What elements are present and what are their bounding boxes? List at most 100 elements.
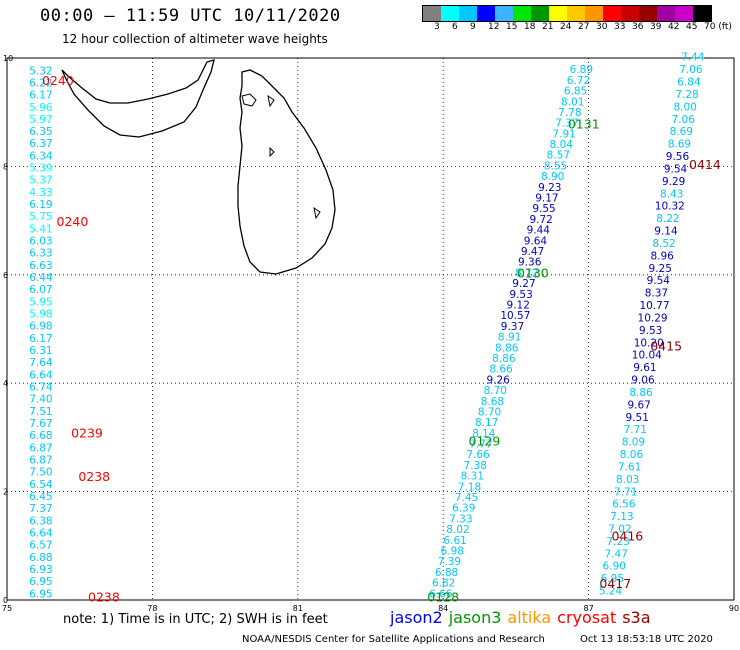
scale-swatch [675,6,693,21]
wave-height-value: 8.86 [492,353,516,365]
pass-time-label: 0238 [88,590,120,605]
pass-time-label: 0416 [611,528,643,543]
wave-height-value: 6.74 [29,382,53,394]
wave-height-value: 7.45 [455,492,478,504]
pass-time-label: 0131 [568,116,600,131]
wave-height-value: 6.17 [29,90,52,102]
wave-height-value: 6.90 [603,561,626,573]
wave-height-value: 10.29 [638,312,668,324]
legend-entry-jason3: jason3 [448,608,502,627]
wave-height-value: 6.19 [29,199,52,211]
wave-height-value: 6.95 [601,573,624,585]
wave-height-value: 7.50 [29,467,52,479]
wave-height-value: 5.98 [29,309,52,321]
wave-height-value: 7.71 [624,424,647,436]
units-note: note: 1) Time is in UTC; 2) SWH is in fe… [63,612,328,627]
wave-height-value: 7.37 [29,503,52,515]
wave-height-value: 7.91 [552,128,575,140]
wave-height-value: 7.47 [604,548,627,560]
wave-height-value: 9.17 [535,193,558,205]
wave-height-value: 6.68 [29,430,52,442]
wave-height-value: 6.57 [29,540,52,552]
wave-height-value: 7.37 [555,118,578,130]
wave-height-value: 7.13 [610,511,633,523]
scale-label: 12 [488,22,500,32]
pass-time-label: 0239 [71,425,103,440]
wave-height-value: 8.70 [484,385,507,397]
wave-height-value: 6.39 [452,503,475,515]
page-subtitle: 12 hour collection of altimeter wave hei… [62,32,328,46]
wave-height-value: 8.37 [645,288,668,300]
wave-height-value: 7.44 [681,52,705,64]
wave-height-value: 5.39 [29,163,52,175]
wave-height-value: 7.06 [672,114,696,126]
wave-height-value: 8.00 [673,101,696,113]
axis-ticks: 75 78 81 84 87 90 0 2 4 6 8 10 [2,54,739,613]
wave-height-value: 7.18 [458,481,481,493]
wave-height-value: 6.03 [29,236,52,248]
wave-height-value: 6.44 [29,272,53,284]
wave-height-value: 10.77 [639,300,669,312]
wave-height-value: 8.68 [481,396,504,408]
wave-height-value: 6.66 [429,588,453,600]
wave-height-value: 7.39 [438,556,461,568]
wave-height-value: 6.56 [612,499,636,511]
wave-height-value: 6.17 [29,333,52,345]
sri-lanka-coastline [61,59,336,275]
wave-height-value: 9.37 [501,321,524,333]
y-tick-label: 4 [3,379,8,388]
wave-height-value: 8.86 [629,387,653,399]
wave-height-value: 8.52 [652,238,675,250]
x-tick-label: 81 [293,604,303,613]
wave-height-value: 9.67 [627,399,650,411]
scale-swatch [531,6,549,21]
wave-height-value: 7.77 [469,439,492,451]
wave-height-value: 8.66 [489,364,513,376]
scale-label: 42 [668,22,680,32]
wave-height-value: 9.12 [507,299,530,311]
credit-text: NOAA/NESDIS Center for Satellite Applica… [242,634,545,645]
wave-height-value: 6.84 [677,77,701,89]
wave-height-value: 8.69 [668,139,691,151]
scale-swatch [441,6,459,21]
wave-height-value: 9.27 [512,278,535,290]
wave-height-value: 8.72 [515,267,538,279]
wave-height-value: 6.87 [29,454,52,466]
wave-height-value: 9.14 [654,226,678,238]
wave-height-value: 6.33 [29,248,52,260]
wave-height-value: 6.63 [29,260,52,272]
scale-swatch [693,6,711,21]
wave-height-value: 9.25 [649,263,672,275]
wave-height-value: 10.04 [632,350,662,362]
scale-label: 3 [434,22,440,32]
y-tick-label: 2 [3,488,8,497]
wave-height-value: 6.85 [564,86,587,98]
scale-swatch [657,6,675,21]
wave-height-value: 9.29 [662,176,685,188]
scale-label: 39 [650,22,662,32]
scale-label: 21 [542,22,554,32]
wave-height-value: 6.95 [29,588,52,600]
wave-height-value: 8.14 [472,428,496,440]
wave-height-value: 6.45 [29,491,52,503]
wave-height-value: 6.82 [432,578,455,590]
pass-time-label: 0130 [517,266,549,281]
wave-height-value: 9.26 [486,374,510,386]
wave-height-value: 8.04 [550,139,574,151]
wave-height-value: 6.87 [29,442,52,454]
scale-label: 24 [560,22,572,32]
pass-time-label: 0414 [689,157,721,172]
scale-swatch [513,6,531,21]
wave-height-value: 9.54 [647,275,671,287]
wave-height-value: 6.31 [29,345,52,357]
wave-height-value: 8.06 [620,449,644,461]
scale-label: 9 [470,22,476,32]
scale-swatch [603,6,621,21]
wave-height-value: 5.97 [29,114,52,126]
wave-height-value: 7.33 [449,513,472,525]
legend-entry-cryosat: cryosat [557,608,617,627]
wave-height-value: 9.44 [527,225,551,237]
scale-swatch [549,6,567,21]
wave-height-value: 6.37 [29,138,52,150]
